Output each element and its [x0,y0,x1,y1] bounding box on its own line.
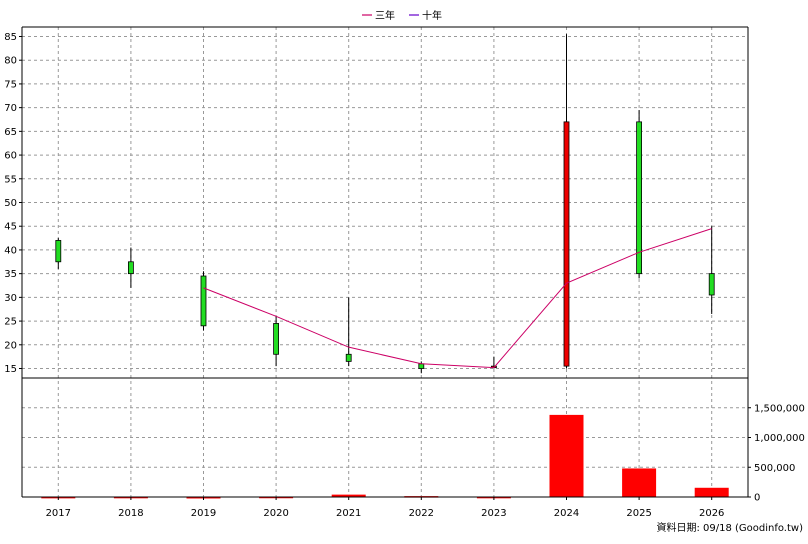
legend: 三年 十年 [362,9,442,22]
price-ytick-label: 60 [4,151,17,162]
candle-body [563,121,570,367]
volume-bar [331,494,366,497]
candle-body [708,273,715,296]
price-ytick-label: 75 [4,79,17,90]
price-ytick-label: 55 [4,174,17,185]
volume-ytick-label: 1,500,000 [754,403,805,414]
price-ytick-label: 40 [4,245,17,256]
axis-layer: 1520253035404550556065707580850500,0001,… [4,26,805,519]
price-ytick-label: 20 [4,340,17,351]
x-tick-label: 2020 [263,508,288,519]
source-note: 資料日期: 09/18 (Goodinfo.tw) [656,521,803,534]
price-ytick-label: 50 [4,198,17,209]
x-tick-label: 2024 [554,508,579,519]
price-panel [55,34,715,374]
volume-ytick-label: 1,000,000 [754,433,805,444]
legend-label-10y: 十年 [422,9,442,22]
price-ytick-label: 35 [4,269,17,280]
x-tick-label: 2022 [409,508,434,519]
volume-ytick-label: 500,000 [754,463,795,474]
price-ytick-label: 80 [4,56,17,67]
price-ytick-label: 65 [4,127,17,138]
x-tick-label: 2026 [699,508,724,519]
x-tick-label: 2019 [191,508,216,519]
candle-body [273,323,280,355]
price-ytick-label: 15 [4,364,17,375]
candle-body [636,121,642,275]
series-line-3y [203,228,712,369]
volume-ytick-label: 0 [754,493,760,504]
volume-bar [694,487,729,497]
x-tick-label: 2023 [481,508,506,519]
candle-body [127,261,134,275]
x-tick-label: 2017 [46,508,71,519]
candle-body [55,240,62,263]
price-ytick-label: 85 [4,32,17,43]
x-tick-label: 2021 [336,508,361,519]
volume-bar [622,468,657,497]
price-ytick-label: 45 [4,222,17,233]
volume-panel [41,414,729,499]
volume-bar [549,414,584,497]
candle-body [418,363,425,369]
grid-layer [22,27,748,498]
candle-body [345,353,352,362]
x-tick-label: 2018 [118,508,143,519]
price-ytick-label: 25 [4,317,17,328]
legend-label-3y: 三年 [375,9,395,22]
candle-body [200,275,207,327]
x-tick-label: 2025 [626,508,651,519]
price-ytick-label: 70 [4,103,17,114]
price-ytick-label: 30 [4,293,17,304]
